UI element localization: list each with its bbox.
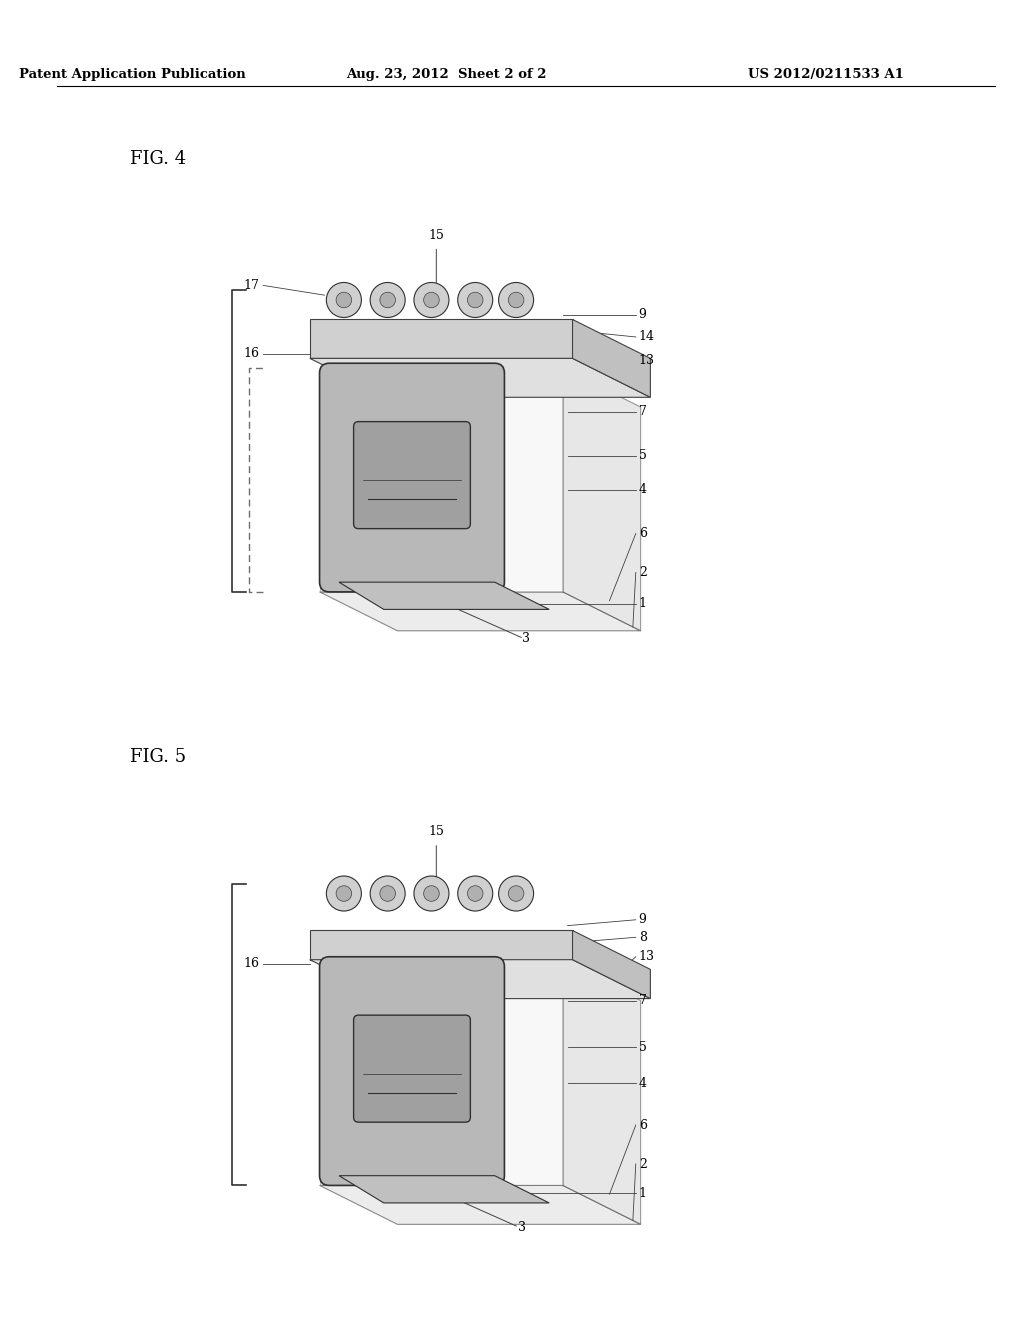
Polygon shape	[310, 960, 650, 999]
Text: 4: 4	[639, 1077, 647, 1090]
Circle shape	[327, 282, 361, 318]
Polygon shape	[319, 368, 563, 591]
Text: 14: 14	[639, 330, 654, 343]
Polygon shape	[319, 591, 641, 631]
Text: 5: 5	[639, 449, 646, 462]
Circle shape	[467, 886, 483, 902]
Circle shape	[458, 282, 493, 318]
Circle shape	[327, 876, 361, 911]
Text: 7: 7	[639, 405, 646, 418]
Text: FIG. 4: FIG. 4	[130, 150, 186, 168]
Polygon shape	[563, 368, 641, 631]
Circle shape	[467, 292, 483, 308]
Polygon shape	[339, 582, 549, 610]
Text: 15: 15	[428, 825, 444, 838]
Circle shape	[424, 292, 439, 308]
Text: Aug. 23, 2012  Sheet 2 of 2: Aug. 23, 2012 Sheet 2 of 2	[346, 67, 546, 81]
Text: 13: 13	[639, 354, 654, 367]
Circle shape	[424, 886, 439, 902]
Text: 6: 6	[639, 1118, 647, 1131]
Polygon shape	[310, 931, 572, 960]
Text: 6: 6	[639, 527, 647, 540]
Text: 16: 16	[244, 957, 259, 970]
Text: 3: 3	[518, 1221, 526, 1234]
Circle shape	[414, 282, 449, 318]
Circle shape	[380, 292, 395, 308]
Polygon shape	[572, 319, 650, 397]
Polygon shape	[310, 358, 650, 397]
Circle shape	[370, 876, 406, 911]
FancyBboxPatch shape	[319, 957, 505, 1185]
Text: 8: 8	[639, 931, 647, 944]
Text: 1: 1	[639, 1187, 647, 1200]
Circle shape	[499, 876, 534, 911]
Polygon shape	[572, 931, 650, 999]
Circle shape	[508, 292, 524, 308]
Text: 5: 5	[639, 1040, 646, 1053]
FancyBboxPatch shape	[319, 363, 505, 591]
Text: US 2012/0211533 A1: US 2012/0211533 A1	[748, 67, 903, 81]
Text: 9: 9	[639, 913, 646, 927]
Text: 2: 2	[639, 1158, 646, 1171]
Circle shape	[508, 886, 524, 902]
FancyBboxPatch shape	[353, 1015, 470, 1122]
Text: 2: 2	[639, 566, 646, 579]
Circle shape	[336, 886, 351, 902]
Text: 3: 3	[522, 632, 529, 645]
Polygon shape	[563, 962, 641, 1225]
Text: Patent Application Publication: Patent Application Publication	[19, 67, 246, 81]
Circle shape	[336, 292, 351, 308]
Text: 7: 7	[639, 994, 646, 1007]
Text: 15: 15	[428, 228, 444, 242]
Polygon shape	[319, 962, 563, 1185]
Polygon shape	[310, 319, 572, 358]
Polygon shape	[319, 1185, 641, 1225]
Circle shape	[414, 876, 449, 911]
Circle shape	[370, 282, 406, 318]
Text: 9: 9	[639, 308, 646, 321]
Circle shape	[458, 876, 493, 911]
Text: FIG. 5: FIG. 5	[130, 748, 186, 767]
Circle shape	[499, 282, 534, 318]
Text: 17: 17	[244, 279, 259, 292]
Circle shape	[380, 886, 395, 902]
Text: 1: 1	[639, 597, 647, 610]
Text: 13: 13	[639, 950, 654, 964]
FancyBboxPatch shape	[353, 421, 470, 528]
Text: 16: 16	[244, 347, 259, 360]
Polygon shape	[339, 1176, 549, 1203]
Text: 4: 4	[639, 483, 647, 496]
